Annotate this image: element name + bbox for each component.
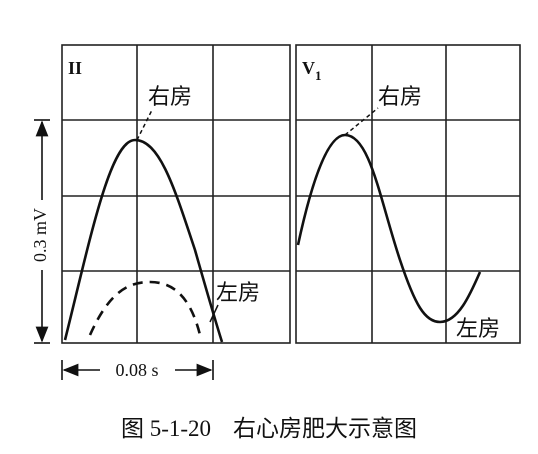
amplitude-label: 0.3 mV [30, 208, 50, 262]
lead-text: V [302, 58, 315, 78]
wave-v1 [296, 133, 482, 324]
duration-label: 0.08 s [115, 360, 158, 380]
caption-number: 图 5-1-20 [121, 416, 211, 441]
wave-ii [63, 138, 224, 343]
grid-ii [61, 44, 291, 344]
leader [136, 109, 153, 141]
leader [344, 107, 379, 136]
caption: 图 5-1-20 右心房肥大示意图 [121, 416, 417, 441]
lead-label: II [68, 58, 82, 78]
annotation: 左房 [216, 280, 260, 305]
annotation: 左房 [456, 316, 500, 341]
grid-v1 [295, 44, 521, 344]
leader [209, 304, 219, 323]
caption-title: 右心房肥大示意图 [233, 416, 417, 441]
annotation: 右房 [148, 84, 192, 109]
lead-label: V1 [302, 58, 322, 83]
annotation: 右房 [378, 84, 422, 109]
lead-subscript: 1 [315, 68, 322, 83]
wave-ii-left-atrium [88, 280, 202, 336]
